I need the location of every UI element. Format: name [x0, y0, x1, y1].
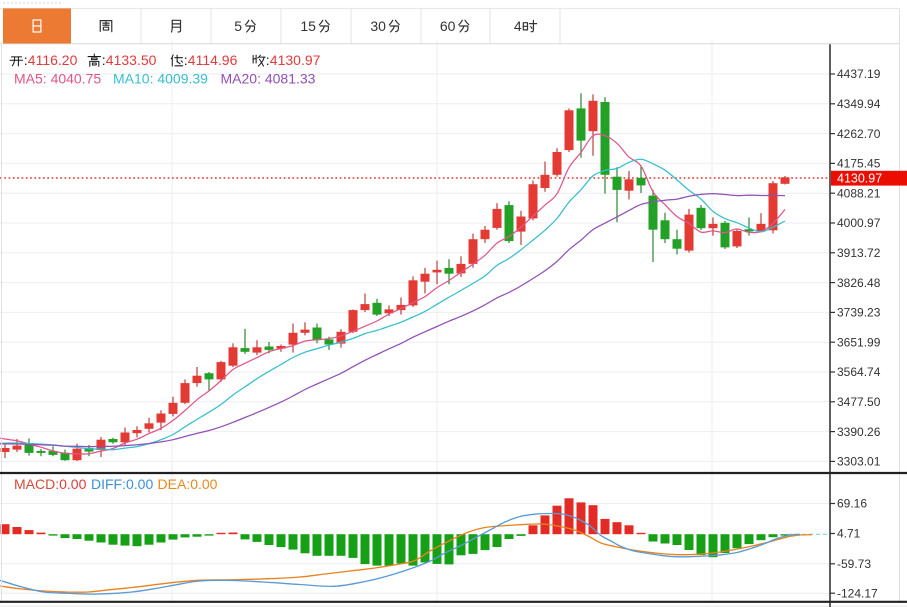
svg-text:4130.97: 4130.97	[270, 52, 321, 68]
svg-text:DEA:0.00: DEA:0.00	[158, 476, 218, 492]
svg-text:3651.99: 3651.99	[837, 335, 881, 349]
svg-text::: :	[266, 52, 270, 68]
svg-text:4.71: 4.71	[837, 527, 861, 541]
svg-text:3564.74: 3564.74	[837, 365, 881, 379]
svg-text:3390.26: 3390.26	[837, 425, 881, 439]
svg-text:60: 60	[440, 18, 456, 34]
svg-text:4114.96: 4114.96	[188, 52, 238, 68]
svg-text:MA5: 4040.75: MA5: 4040.75	[14, 71, 101, 87]
svg-text:4130.97: 4130.97	[837, 172, 882, 186]
svg-text::: :	[102, 52, 106, 68]
svg-text:4349.94: 4349.94	[837, 97, 881, 111]
svg-text:4: 4	[514, 18, 522, 34]
svg-text:15: 15	[300, 18, 316, 34]
svg-text:3477.50: 3477.50	[837, 395, 881, 409]
svg-text:-59.73: -59.73	[837, 557, 871, 571]
svg-text:3739.23: 3739.23	[837, 306, 881, 320]
svg-text:30: 30	[370, 18, 386, 34]
svg-text:5: 5	[234, 18, 242, 34]
svg-text:DIFF:0.00: DIFF:0.00	[91, 476, 153, 492]
svg-text:4088.21: 4088.21	[837, 186, 881, 200]
svg-text:MA10: 4009.39: MA10: 4009.39	[113, 71, 208, 87]
svg-text:4000.97: 4000.97	[837, 216, 881, 230]
svg-text:MA20: 4081.33: MA20: 4081.33	[221, 71, 316, 87]
svg-text:MACD:0.00: MACD:0.00	[14, 476, 87, 492]
svg-text:3303.01: 3303.01	[837, 455, 881, 469]
svg-text::: :	[24, 52, 28, 68]
svg-text:4262.70: 4262.70	[837, 127, 881, 141]
svg-text:4175.45: 4175.45	[837, 157, 881, 171]
svg-text:3826.48: 3826.48	[837, 276, 881, 290]
svg-text:4133.50: 4133.50	[106, 52, 157, 68]
svg-text:4437.19: 4437.19	[837, 67, 881, 81]
svg-text:4116.20: 4116.20	[28, 52, 78, 68]
svg-text::: :	[184, 52, 188, 68]
svg-text:69.16: 69.16	[837, 497, 867, 511]
svg-text:-124.17: -124.17	[837, 586, 878, 600]
svg-text:3913.72: 3913.72	[837, 246, 881, 260]
